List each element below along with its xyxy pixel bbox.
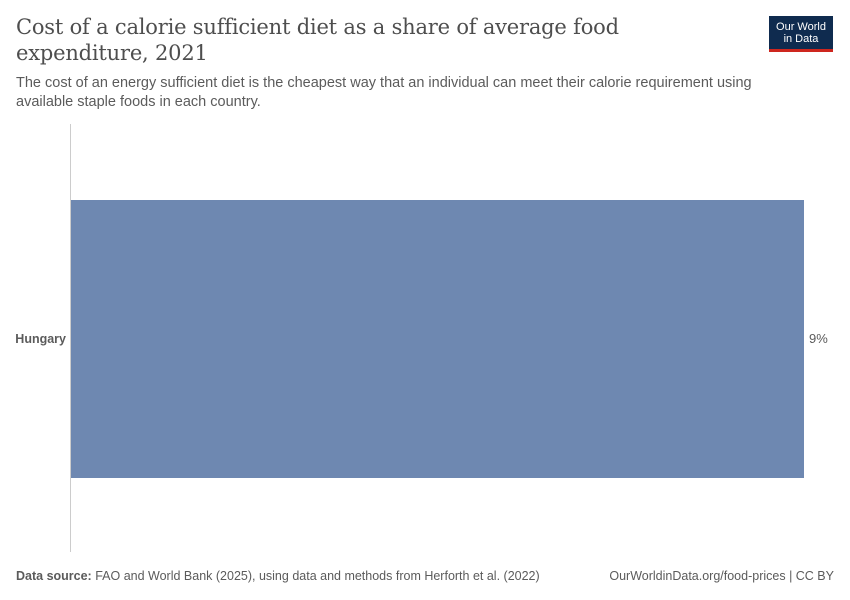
data-source: Data source: FAO and World Bank (2025), … <box>16 569 540 583</box>
logo-line-2: in Data <box>783 32 819 45</box>
data-source-label: Data source: <box>16 569 92 583</box>
owid-logo[interactable]: Our World in Data <box>769 16 833 52</box>
chart-title: Cost of a calorie sufficient diet as a s… <box>16 15 619 65</box>
category-label: Hungary <box>15 332 66 346</box>
value-label: 9% <box>809 331 828 346</box>
chart-subtitle: The cost of an energy sufficient diet is… <box>16 75 752 110</box>
footer-credit-link[interactable]: OurWorldinData.org/food-prices | CC BY <box>609 569 834 583</box>
bar-hungary[interactable] <box>71 200 804 478</box>
bar-chart: Hungary 9% <box>15 124 828 552</box>
data-source-text: FAO and World Bank (2025), using data an… <box>95 569 540 583</box>
logo-line-1: Our World <box>776 20 826 33</box>
footer: Data source: FAO and World Bank (2025), … <box>16 569 834 583</box>
